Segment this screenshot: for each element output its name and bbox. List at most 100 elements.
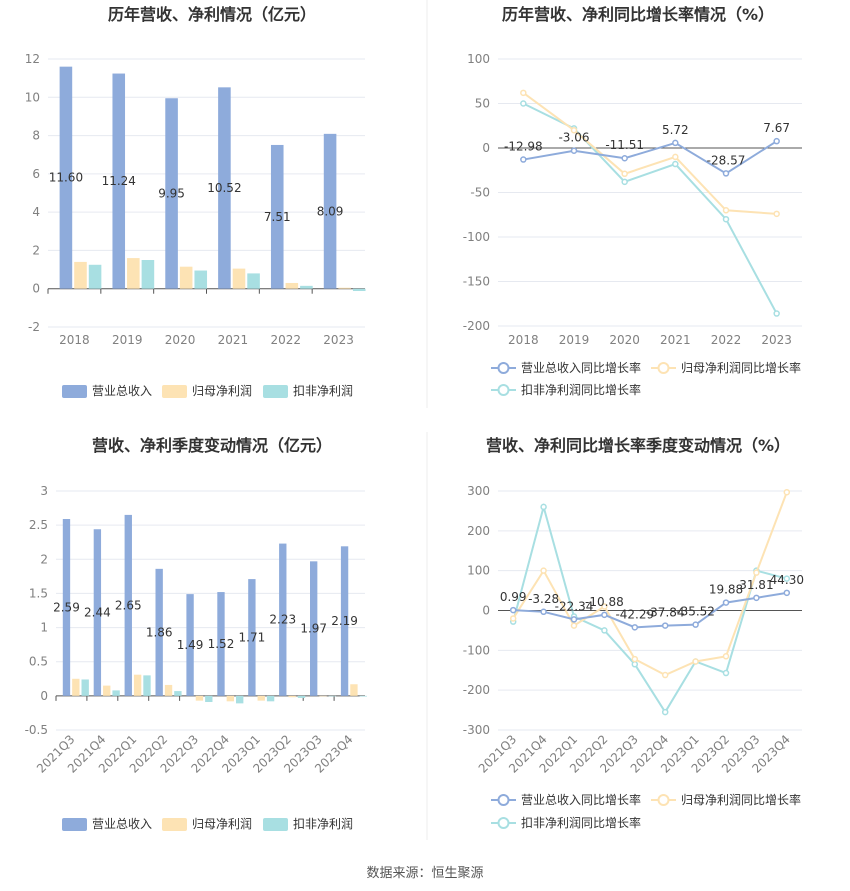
line-point — [621, 154, 628, 162]
line-point — [783, 589, 791, 597]
bar-revenue — [186, 594, 194, 696]
line-point — [520, 100, 527, 107]
line-point — [672, 139, 679, 147]
legend-item-deducted-profit: 扣非净利润同比增长率 — [491, 382, 641, 397]
point-value-label: -22.34 — [555, 599, 594, 613]
legend-item-net-profit: 归母净利润 — [162, 384, 252, 398]
y-tick-label: 50 — [475, 97, 490, 111]
legend-label: 营业总收入 — [92, 384, 152, 398]
x-tick-label: 2018 — [59, 333, 90, 347]
bar-value-label: 11.60 — [49, 171, 83, 185]
y-tick-label: 12 — [25, 52, 40, 66]
chart-panel-4: 营收、净利同比增长率季度变动情况（%） 300 200 100 0 -100 -200 -30… — [463, 436, 804, 830]
bar-deducted-profit — [88, 264, 102, 289]
point-value-label: 19.88 — [709, 583, 743, 597]
point-value-label: -3.28 — [528, 592, 559, 606]
bar-value-label: 11.24 — [102, 174, 136, 188]
line-point — [520, 156, 527, 163]
chart-title: 历年营收、净利同比增长率情况（%） — [502, 5, 774, 24]
bar-revenue — [218, 87, 231, 289]
bar-deducted-profit — [112, 690, 120, 696]
point-value-label: 44.30 — [770, 573, 804, 587]
line-point — [509, 615, 517, 622]
legend-swatch — [162, 818, 187, 831]
bar-net-profit — [232, 268, 246, 289]
bar-revenue — [309, 561, 318, 696]
line-point — [621, 178, 628, 186]
bar-net-profit — [350, 684, 358, 696]
bar-deducted-profit — [297, 695, 306, 698]
chart-panel-2: 历年营收、净利同比增长率情况（%） 100 50 0 -50 -100 -150 -200 20… — [463, 5, 802, 397]
bar-value-label: 1.52 — [208, 637, 235, 651]
bar-net-profit — [319, 695, 327, 697]
bar-value-label: 1.71 — [239, 630, 266, 644]
y-tick-label: -200 — [463, 319, 490, 333]
bar-value-label: 1.97 — [300, 622, 327, 636]
point-value-label: -37.84 — [646, 606, 685, 620]
line-point — [540, 503, 547, 511]
y-tick-label: 200 — [467, 524, 490, 538]
bar-net-profit — [74, 261, 87, 289]
legend-item-deducted-profit: 扣非净利润同比增长率 — [491, 815, 641, 830]
bar-deducted-profit — [141, 260, 155, 289]
bar-revenue — [323, 133, 337, 289]
line-revenue-growth — [513, 591, 787, 629]
bar-deducted-profit — [194, 270, 208, 289]
line-point — [661, 708, 669, 716]
point-value-label: -42.29 — [615, 607, 654, 621]
bar-net-profit — [133, 674, 142, 696]
y-tick-label: 8 — [32, 129, 40, 143]
bar-revenue — [165, 98, 178, 289]
y-tick-label: -150 — [463, 275, 490, 289]
line-point — [773, 137, 780, 145]
legend-item-deducted-profit: 扣非净利润 — [263, 384, 353, 398]
line-point — [631, 661, 639, 668]
y-tick-label: -100 — [463, 643, 490, 657]
bar-revenue — [248, 579, 256, 696]
bar-value-label: 7.51 — [264, 210, 291, 224]
bar-deducted-profit — [81, 679, 89, 696]
line-point — [601, 603, 608, 610]
y-tick-label: 100 — [467, 52, 490, 66]
y-tick-label: 0 — [32, 282, 40, 296]
line-point — [540, 567, 547, 574]
bar-value-label: 1.86 — [146, 625, 173, 639]
legend-swatch — [263, 818, 288, 831]
chart-title: 历年营收、净利情况（亿元） — [108, 5, 316, 24]
line-point — [672, 160, 679, 168]
bar-revenue — [93, 529, 102, 696]
line-point — [570, 126, 578, 134]
line-point — [773, 210, 780, 218]
chart-title: 营收、净利同比增长率季度变动情况（%） — [486, 436, 790, 455]
bar-net-profit — [257, 695, 265, 701]
point-value-label: 7.67 — [763, 121, 790, 135]
bar-value-label: 8.09 — [317, 204, 344, 218]
legend-item-deducted-profit: 扣非净利润 — [263, 817, 353, 831]
x-tick-label: 2018 — [508, 333, 539, 347]
legend-item-revenue: 营业总收入同比增长率 — [491, 360, 641, 375]
y-tick-label: -100 — [463, 230, 490, 244]
legend-swatch — [62, 818, 87, 831]
bar-net-profit — [285, 282, 299, 289]
legend-label: 扣非净利润同比增长率 — [521, 382, 641, 397]
line-point — [753, 569, 760, 576]
legend-label: 归母净利润 — [192, 817, 252, 831]
legend-label: 营业总收入同比增长率 — [521, 792, 641, 807]
bar-value-label: 2.23 — [269, 613, 296, 627]
line-net-profit-growth — [522, 92, 777, 215]
y-tick-label: 1 — [40, 621, 48, 635]
line-point — [753, 594, 760, 602]
line-point — [722, 669, 730, 677]
line-point — [692, 658, 699, 665]
bar-revenue — [112, 73, 126, 289]
y-tick-label: 3 — [40, 484, 48, 498]
x-tick-label: 2022 — [711, 333, 742, 347]
line-point — [601, 611, 608, 619]
x-tick-label: 2022 — [270, 333, 301, 347]
bar-net-profit — [288, 695, 296, 698]
bar-net-profit — [127, 258, 140, 289]
bar-deducted-profit — [300, 285, 313, 289]
line-point — [722, 599, 730, 606]
line-point — [520, 89, 527, 97]
